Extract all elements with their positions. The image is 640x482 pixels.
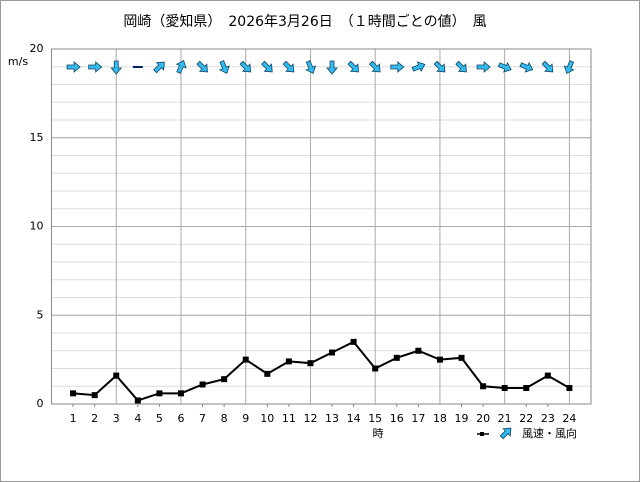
data-point [523, 385, 530, 392]
y-tick-label: 15 [30, 131, 44, 144]
data-point [566, 385, 573, 392]
data-point [242, 356, 249, 363]
data-point [177, 390, 184, 397]
wind-arrow [175, 59, 187, 74]
x-tick-label: 8 [221, 412, 228, 425]
wind-arrow [218, 60, 230, 75]
data-point [307, 360, 314, 367]
wind-arrow [196, 60, 208, 73]
wind-arrow [282, 60, 295, 73]
legend-label: 風速・風向 [522, 426, 577, 440]
x-tick-label: 12 [303, 412, 317, 425]
wind-arrow [455, 60, 467, 73]
x-tick-label: 2 [91, 412, 98, 425]
x-tick-label: 20 [476, 412, 490, 425]
x-tick-label: 17 [411, 412, 425, 425]
data-point [415, 347, 422, 354]
chart-title: 岡崎（愛知県） 2026年3月26日 （１時間ごとの値） 風 [123, 13, 486, 30]
x-tick-label: 3 [113, 412, 120, 425]
x-tick-label: 6 [177, 412, 184, 425]
x-tick-label: 9 [242, 412, 249, 425]
wind-arrow [563, 60, 575, 75]
x-tick-label: 14 [347, 412, 361, 425]
wind-arrow [305, 60, 317, 75]
y-tick-label: 20 [30, 42, 44, 55]
data-point [70, 390, 77, 397]
y-tick-label: 10 [30, 220, 44, 233]
data-point [113, 372, 120, 379]
wind-arrow [541, 60, 554, 73]
wind-arrow [411, 61, 426, 73]
wind-arrow [66, 61, 81, 73]
wind-arrow [497, 61, 512, 73]
data-point [221, 376, 228, 383]
data-line [72, 340, 570, 402]
data-point [501, 385, 508, 392]
x-tick-label: 24 [562, 412, 576, 425]
data-point [156, 390, 163, 397]
data-point [285, 358, 292, 365]
x-tick-label: 10 [260, 412, 274, 425]
data-point [393, 354, 400, 361]
x-tick-label: 13 [325, 412, 339, 425]
wind-arrow [153, 61, 165, 74]
x-tick-label: 1 [70, 412, 77, 425]
wind-arrow [88, 61, 103, 73]
x-tick-label: 19 [455, 412, 469, 425]
wind-arrow [326, 60, 338, 75]
wind-arrow [239, 60, 252, 73]
data-point [199, 381, 206, 388]
legend-marker [480, 432, 484, 436]
data-point [480, 383, 487, 390]
data-point [350, 338, 357, 345]
x-tick-label: 5 [156, 412, 163, 425]
y-tick-label: 0 [37, 397, 44, 410]
data-point [372, 365, 379, 372]
wind-arrow [110, 60, 123, 75]
x-tick-label: 4 [134, 412, 141, 425]
x-tick-label: 21 [498, 412, 512, 425]
x-tick-label: 22 [519, 412, 533, 425]
data-point [134, 397, 141, 404]
x-tick-label: 11 [282, 412, 296, 425]
x-tick-label: 23 [541, 412, 555, 425]
x-tick-label: 16 [390, 412, 404, 425]
wind-arrow [519, 61, 534, 73]
wind-arrow [368, 60, 381, 73]
data-point [458, 354, 465, 361]
x-tick-label: 15 [368, 412, 382, 425]
data-point [264, 370, 271, 377]
wind-arrow [476, 61, 491, 73]
wind-arrow [347, 60, 360, 73]
data-point [91, 392, 98, 399]
wind-arrow [390, 61, 405, 73]
y-tick-label: 5 [37, 308, 44, 321]
x-tick-label: 7 [199, 412, 206, 425]
x-tick-label: 18 [433, 412, 447, 425]
plot-border [51, 48, 592, 405]
wind-arrow [433, 60, 446, 73]
x-axis-label: 時 [373, 427, 384, 440]
wind-arrow [261, 60, 273, 73]
data-point [329, 349, 336, 356]
legend-arrow [499, 427, 512, 440]
y-axis-label: m/s [8, 55, 28, 68]
data-point [436, 356, 443, 363]
data-point [544, 372, 551, 379]
